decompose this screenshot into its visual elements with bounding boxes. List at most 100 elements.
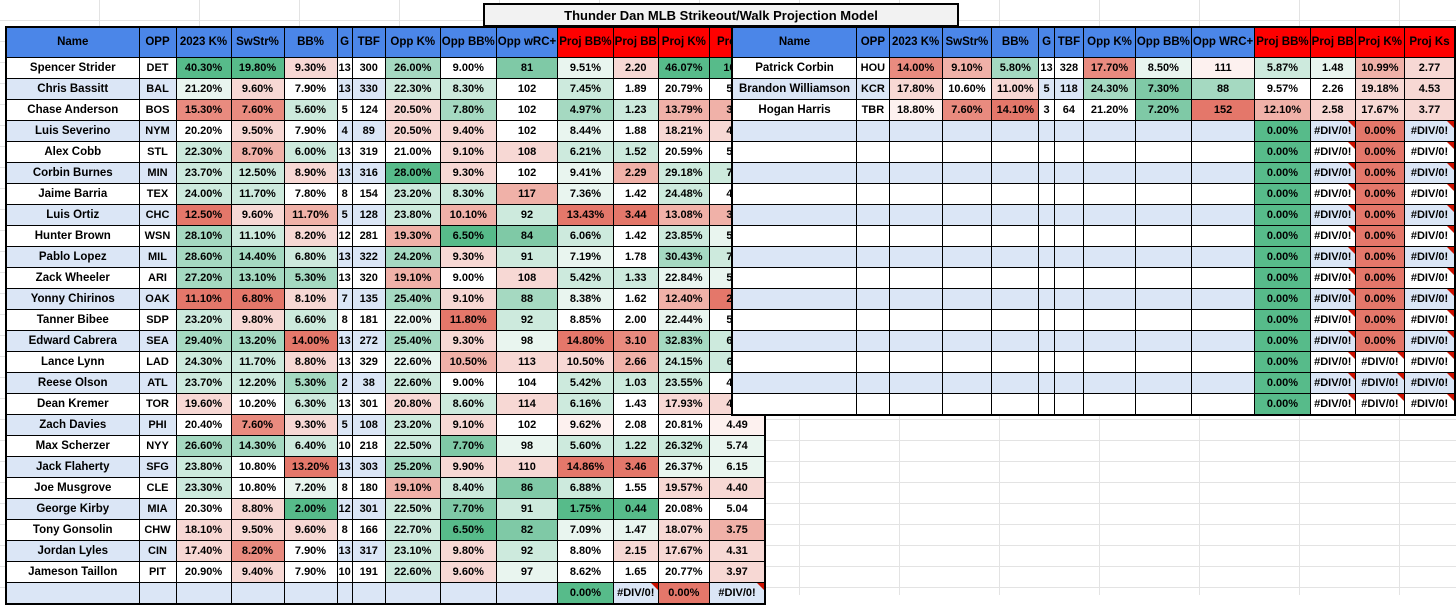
table-cell[interactable]: 0.00% [557, 582, 614, 605]
column-header-proj-bb[interactable]: Proj BB [612, 26, 659, 58]
table-cell[interactable]: 2.77 [1404, 57, 1456, 79]
table-cell[interactable]: 124 [351, 99, 386, 121]
table-cell[interactable]: 5.30% [283, 372, 338, 394]
table-cell[interactable]: 104 [495, 372, 559, 394]
table-cell[interactable]: 18.80% [888, 99, 943, 121]
table-cell[interactable] [1083, 351, 1136, 373]
table-cell[interactable]: 108 [495, 267, 559, 289]
table-cell[interactable]: 9.00% [439, 57, 497, 79]
table-cell[interactable]: 0.00% [1254, 204, 1311, 226]
table-cell[interactable]: 6.80% [230, 288, 285, 310]
table-cell[interactable] [991, 309, 1040, 331]
table-cell[interactable]: 9.30% [439, 162, 497, 184]
table-cell[interactable] [1038, 183, 1055, 205]
table-cell[interactable] [941, 183, 993, 205]
table-cell[interactable] [941, 120, 993, 142]
table-cell[interactable]: 7.09% [557, 519, 614, 541]
table-cell[interactable]: 114 [495, 393, 559, 415]
table-cell[interactable]: #DIV/0! [1309, 141, 1356, 163]
column-header-proj-k-[interactable]: Proj K% [657, 26, 710, 58]
table-cell[interactable]: 0.00% [1354, 330, 1406, 352]
table-cell[interactable]: 22.30% [384, 78, 441, 100]
table-cell[interactable] [283, 582, 338, 605]
table-cell[interactable] [941, 393, 993, 416]
table-cell[interactable]: 9.80% [439, 540, 497, 562]
table-cell[interactable] [941, 309, 993, 331]
table-cell[interactable]: 13.08% [657, 204, 710, 226]
table-cell[interactable]: #DIV/0! [1404, 246, 1456, 268]
table-cell[interactable]: 8.40% [439, 477, 497, 499]
table-cell[interactable]: 9.60% [230, 78, 285, 100]
table-cell[interactable]: 102 [495, 78, 559, 100]
column-header-2023-k-[interactable]: 2023 K% [175, 26, 232, 58]
table-cell[interactable] [1134, 225, 1192, 247]
table-cell[interactable] [941, 204, 993, 226]
table-cell[interactable]: 21.20% [1083, 99, 1136, 121]
table-cell[interactable]: 5.42% [557, 267, 614, 289]
table-cell[interactable]: 8.38% [557, 288, 614, 310]
table-cell[interactable]: 7.80% [439, 99, 497, 121]
table-cell[interactable]: 7.90% [283, 120, 338, 142]
table-cell[interactable] [351, 582, 386, 605]
table-cell[interactable]: 102 [495, 120, 559, 142]
table-cell[interactable]: 319 [351, 141, 386, 163]
table-cell[interactable]: 0.00% [1254, 120, 1311, 142]
player-name-cell[interactable] [731, 288, 858, 310]
table-cell[interactable]: TOR [138, 393, 177, 415]
table-cell[interactable]: 14.00% [283, 330, 338, 352]
player-name-cell[interactable]: Jordan Lyles [5, 540, 140, 562]
table-cell[interactable] [1083, 288, 1136, 310]
table-cell[interactable]: 7.45% [557, 78, 614, 100]
table-cell[interactable] [888, 246, 943, 268]
table-cell[interactable]: 1.22 [612, 435, 659, 457]
table-cell[interactable]: 20.77% [657, 561, 710, 583]
table-cell[interactable]: 9.10% [439, 414, 497, 436]
table-cell[interactable]: #DIV/0! [1404, 288, 1456, 310]
table-cell[interactable]: 26.60% [175, 435, 232, 457]
table-cell[interactable] [1190, 204, 1256, 226]
table-cell[interactable]: 316 [351, 162, 386, 184]
table-cell[interactable] [991, 372, 1040, 394]
table-cell[interactable]: 19.57% [657, 477, 710, 499]
table-cell[interactable] [1053, 393, 1085, 416]
table-cell[interactable]: 15.30% [175, 99, 232, 121]
column-header-name[interactable]: Name [5, 26, 140, 58]
table-cell[interactable]: 40.30% [175, 57, 232, 79]
table-cell[interactable]: CHW [138, 519, 177, 541]
table-cell[interactable]: 28.10% [175, 225, 232, 247]
table-cell[interactable] [888, 288, 943, 310]
player-name-cell[interactable]: Yonny Chirinos [5, 288, 140, 310]
table-cell[interactable]: 102 [495, 162, 559, 184]
table-cell[interactable]: 13 [336, 456, 353, 478]
table-cell[interactable]: 24.30% [175, 351, 232, 373]
table-cell[interactable]: 0.00% [1254, 393, 1311, 416]
table-cell[interactable]: #DIV/0! [1309, 204, 1356, 226]
table-cell[interactable]: 91 [495, 498, 559, 520]
table-cell[interactable]: 0.00% [657, 582, 710, 605]
table-cell[interactable]: 2.66 [612, 351, 659, 373]
table-cell[interactable]: 2.15 [612, 540, 659, 562]
table-cell[interactable] [941, 141, 993, 163]
table-cell[interactable]: 2.58 [1309, 99, 1356, 121]
table-cell[interactable]: 13 [1038, 57, 1055, 79]
table-cell[interactable] [1190, 183, 1256, 205]
table-cell[interactable]: #DIV/0! [1354, 351, 1406, 373]
table-cell[interactable]: #DIV/0! [1309, 183, 1356, 205]
player-name-cell[interactable] [731, 330, 858, 352]
table-cell[interactable]: 9.30% [439, 330, 497, 352]
table-cell[interactable] [1038, 120, 1055, 142]
table-cell[interactable]: 25.20% [384, 456, 441, 478]
table-cell[interactable]: 11.70% [230, 351, 285, 373]
table-cell[interactable]: 14.80% [557, 330, 614, 352]
column-header-proj-bb[interactable]: Proj BB [1309, 26, 1356, 58]
table-cell[interactable]: 5 [336, 414, 353, 436]
table-cell[interactable]: 12 [336, 498, 353, 520]
table-cell[interactable]: 1.03 [612, 372, 659, 394]
player-name-cell[interactable]: Reese Olson [5, 372, 140, 394]
table-cell[interactable]: 9.57% [1254, 78, 1311, 100]
table-cell[interactable]: 6.40% [283, 435, 338, 457]
table-cell[interactable]: 13 [336, 162, 353, 184]
table-cell[interactable]: 13.43% [557, 204, 614, 226]
table-cell[interactable] [888, 204, 943, 226]
table-cell[interactable]: 13.20% [230, 330, 285, 352]
